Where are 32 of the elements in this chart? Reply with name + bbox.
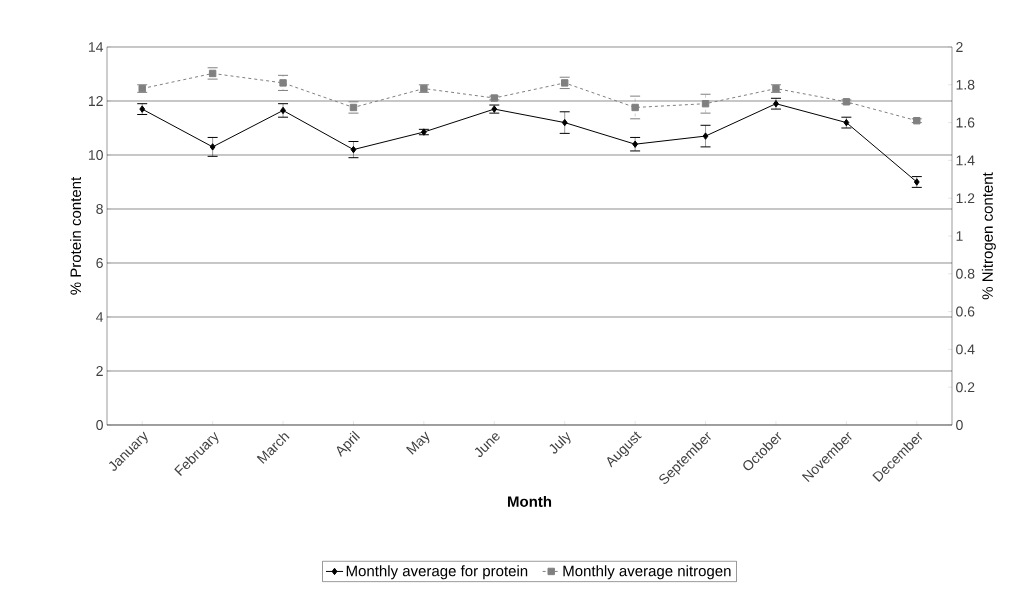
point (561, 118, 568, 127)
y2-tick-label: 0.4 (956, 344, 975, 355)
y2-tick-label: 1.4 (956, 155, 975, 166)
point (350, 145, 357, 154)
y-tick-label: 8 (96, 204, 103, 214)
point (209, 143, 216, 151)
y-tick-label: 6 (96, 258, 103, 268)
y-tick-label: 4 (96, 312, 104, 322)
y-axis-title: % Protein content (70, 176, 82, 295)
point (631, 103, 639, 112)
point (279, 79, 287, 87)
y2-tick-label: 1.6 (956, 117, 975, 128)
point (702, 132, 709, 140)
y2-tick-label: 0.6 (956, 306, 975, 317)
y-tick-label: 2 (96, 366, 103, 376)
y2-tick-label: 0.2 (956, 382, 975, 393)
y2-tick-label: 2 (956, 42, 963, 52)
point (701, 99, 710, 108)
legend-label: Monthly average nitrogen (563, 565, 731, 580)
y2-tick-label: 0 (956, 420, 963, 430)
legend-label: Monthly average for protein (346, 565, 528, 580)
y-tick-label: 14 (88, 42, 104, 52)
x-tick-label: July (549, 431, 571, 454)
x-axis-title: Month (508, 495, 552, 507)
y-tick-label: 10 (88, 150, 103, 160)
y-tick-label: 0 (96, 420, 103, 430)
y2-tick-label: 0.8 (956, 268, 975, 279)
y2-tick-label: 1.8 (956, 79, 975, 90)
y2-tick-label: 1.2 (956, 193, 975, 204)
y2-axis-title: % Nitrogen content (981, 172, 996, 300)
y2-tick-label: 1 (956, 231, 963, 241)
y-tick-label: 12 (88, 96, 103, 106)
